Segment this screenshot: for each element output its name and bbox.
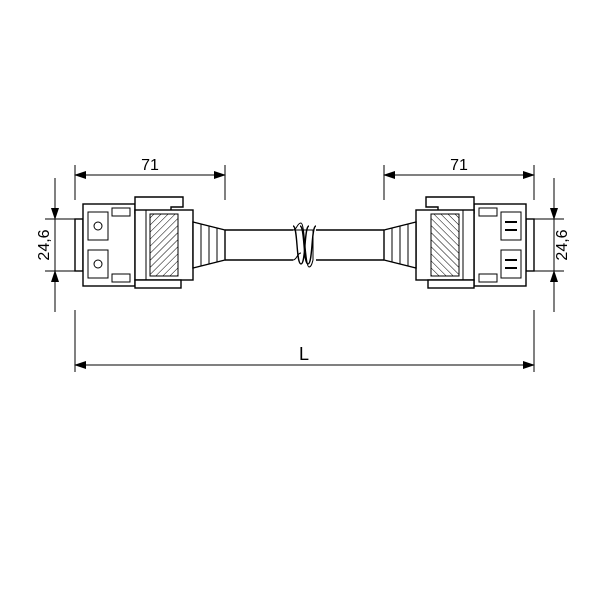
cable <box>225 223 384 267</box>
dim-right-height-label: 24,6 <box>554 229 571 260</box>
drawing-svg: L 71 71 24,6 24,6 <box>0 0 600 600</box>
dim-overall-length: L <box>75 310 534 372</box>
dim-right-71: 71 <box>384 157 534 200</box>
connector-left <box>75 197 225 288</box>
dim-left-height-label: 24,6 <box>36 229 53 260</box>
dim-right-71-label: 71 <box>450 157 468 174</box>
dim-left-height: 24,6 <box>36 178 78 312</box>
dim-right-height: 24,6 <box>531 178 571 312</box>
dim-left-71-label: 71 <box>141 157 159 174</box>
dim-L-label: L <box>299 344 309 364</box>
dim-left-71: 71 <box>75 157 225 200</box>
connector-right <box>384 197 534 288</box>
drawing-stage: L 71 71 24,6 24,6 <box>0 0 600 600</box>
